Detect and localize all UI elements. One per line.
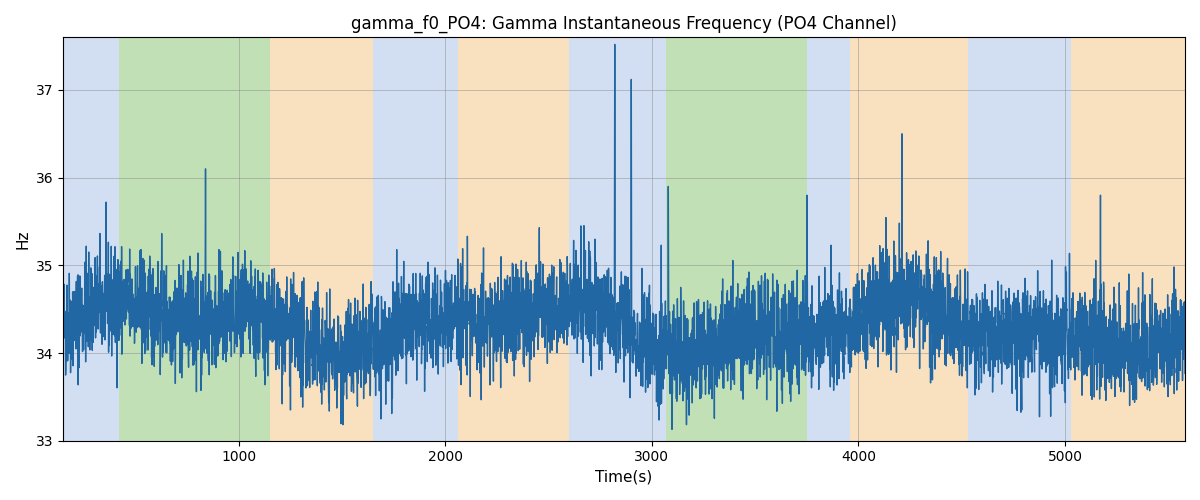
Bar <box>62 38 119 440</box>
Bar <box>119 38 270 440</box>
Bar <box>270 38 373 440</box>
Bar <box>457 38 569 440</box>
Bar <box>569 38 666 440</box>
Y-axis label: Hz: Hz <box>16 230 30 249</box>
Bar <box>373 38 457 440</box>
Title: gamma_f0_PO4: Gamma Instantaneous Frequency (PO4 Channel): gamma_f0_PO4: Gamma Instantaneous Freque… <box>352 15 896 34</box>
Bar <box>806 38 851 440</box>
X-axis label: Time(s): Time(s) <box>595 470 653 485</box>
Bar <box>851 38 968 440</box>
Bar <box>666 38 806 440</box>
Bar <box>968 38 1072 440</box>
Bar <box>1072 38 1186 440</box>
